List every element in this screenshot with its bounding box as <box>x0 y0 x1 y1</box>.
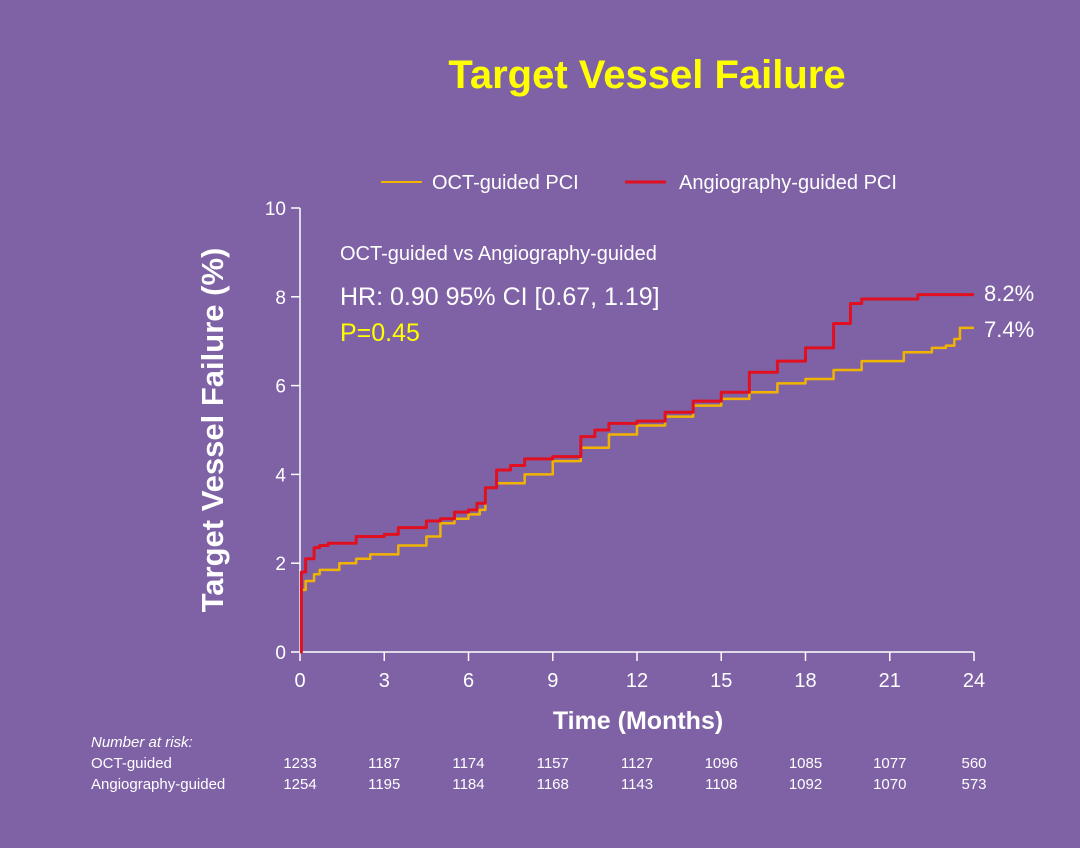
risk-value-oct: 1233 <box>283 755 317 772</box>
risk-value-oct: 1127 <box>620 755 654 772</box>
risk-value-oct: 1096 <box>704 755 738 772</box>
x-tick-label: 21 <box>879 670 901 692</box>
risk-value-oct: 1174 <box>452 755 485 772</box>
risk-value-angio: 1092 <box>788 776 823 793</box>
y-tick-label: 0 <box>275 643 286 664</box>
end-label-oct: 7.4% <box>984 317 1034 342</box>
legend: OCT-guided PCI Angiography-guided PCI <box>381 172 897 194</box>
annotation-hr: HR: 0.90 95% CI [0.67, 1.19] <box>340 283 660 311</box>
risk-table-title: Number at risk: <box>91 734 193 751</box>
x-tick-label: 24 <box>963 670 985 692</box>
y-tick-label: 2 <box>275 554 286 575</box>
x-tick-label: 12 <box>626 670 648 692</box>
y-axis-label: Target Vessel Failure (%) <box>195 248 230 613</box>
risk-row-label-oct: OCT-guided <box>91 755 172 772</box>
series-layer <box>299 293 974 654</box>
risk-value-angio: 1184 <box>452 776 485 793</box>
y-tick-label: 4 <box>275 465 286 486</box>
series-line-oct <box>300 326 974 654</box>
end-label-angio: 8.2% <box>984 281 1034 306</box>
risk-row-label-angio: Angiography-guided <box>91 776 226 793</box>
chart-title: Target Vessel Failure <box>448 53 845 97</box>
annotation-comparison: OCT-guided vs Angiography-guided <box>340 243 657 265</box>
risk-value-oct: 560 <box>961 755 987 772</box>
annotation-p-value: P=0.45 <box>340 319 420 347</box>
risk-value-angio: 1108 <box>705 776 738 793</box>
legend-label-angio: Angiography-guided PCI <box>679 172 897 194</box>
x-tick-label: 3 <box>379 670 390 692</box>
risk-value-angio: 1143 <box>620 776 654 793</box>
risk-value-oct: 1085 <box>788 755 823 772</box>
risk-value-angio: 1070 <box>873 776 907 793</box>
y-tick-label: 8 <box>275 288 286 309</box>
risk-value-angio: 573 <box>961 776 987 793</box>
risk-value-angio: 1254 <box>283 776 317 793</box>
x-tick-label: 0 <box>294 670 305 692</box>
risk-value-angio: 1168 <box>536 776 569 793</box>
risk-value-oct: 1077 <box>873 755 907 772</box>
x-axis-label: Time (Months) <box>553 707 723 735</box>
y-tick-label: 6 <box>275 377 286 398</box>
x-tick-label: 15 <box>710 670 732 692</box>
x-tick-label: 9 <box>547 670 558 692</box>
y-tick-label: 10 <box>265 199 286 220</box>
series-line-angio <box>299 293 974 654</box>
legend-label-oct: OCT-guided PCI <box>432 172 579 194</box>
risk-value-oct: 1157 <box>536 755 569 772</box>
risk-value-oct: 1187 <box>368 755 401 772</box>
risk-value-angio: 1195 <box>368 776 401 793</box>
x-tick-label: 6 <box>463 670 474 692</box>
x-tick-label: 18 <box>794 670 816 692</box>
